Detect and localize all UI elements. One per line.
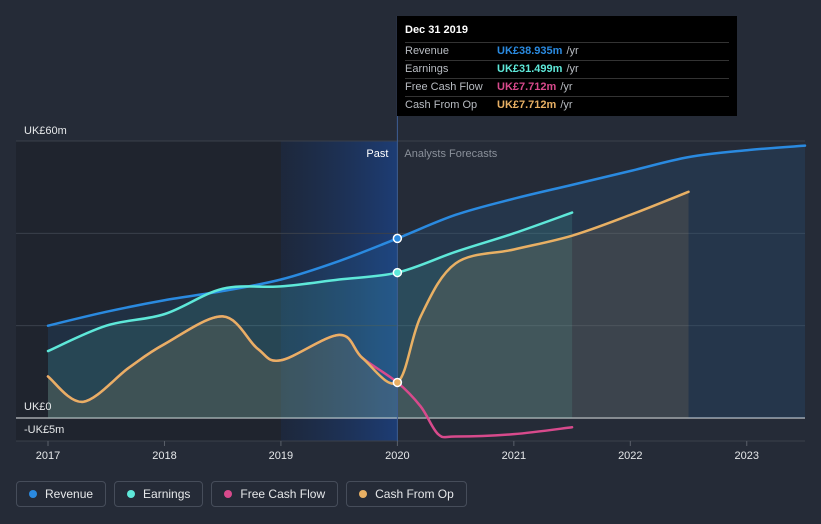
cash-from-op-line	[46, 190, 690, 404]
tooltip-label: Free Cash Flow	[405, 81, 483, 93]
x-tick-label: 2018	[152, 450, 176, 462]
earnings-marker	[392, 267, 403, 278]
tooltip-value: UK£7.712m	[497, 81, 557, 93]
x-tick-label: 2021	[502, 450, 526, 462]
tooltip-label: Cash From Op	[405, 99, 478, 111]
tooltip-date: Dec 31 2019	[405, 24, 468, 36]
revenue-area	[48, 145, 805, 418]
tooltip-value: UK£31.499m	[497, 63, 563, 75]
tooltip-row-free-cash-flow: Free Cash Flow UK£7.712m /yr	[405, 78, 729, 96]
tooltip-label: Revenue	[405, 45, 450, 57]
tooltip-row-earnings: Earnings UK£31.499m /yr	[405, 60, 729, 78]
legend-label: Earnings	[143, 487, 191, 501]
legend-item-earnings[interactable]: Earnings	[114, 481, 204, 507]
y-axis-top-label: UK£60m	[24, 125, 67, 137]
x-tick-label: 2023	[735, 450, 759, 462]
revenue-line	[46, 144, 807, 327]
legend: Revenue Earnings Free Cash Flow Cash Fro…	[16, 481, 467, 507]
x-tick-label: 2022	[618, 450, 642, 462]
past-highlight-band	[280, 141, 398, 441]
y-axis-zero-label: UK£0	[24, 401, 52, 413]
tooltip-unit: /yr	[560, 81, 573, 93]
tooltip-row-cash-from-op: Cash From Op UK£7.712m /yr	[405, 96, 729, 114]
legend-item-revenue[interactable]: Revenue	[16, 481, 107, 507]
legend-label: Revenue	[45, 487, 94, 501]
forecast-label: Analysts Forecasts	[404, 148, 497, 160]
legend-item-cash-from-op[interactable]: Cash From Op	[346, 481, 467, 507]
cash-from-op-area	[48, 191, 689, 418]
tooltip-value: UK£7.712m	[497, 99, 557, 111]
tooltip-unit: /yr	[566, 63, 579, 75]
tooltip-value: UK£38.935m	[497, 45, 563, 57]
past-label: Past	[366, 148, 388, 160]
tooltip-unit: /yr	[560, 99, 573, 111]
revenue-marker	[392, 233, 403, 244]
earnings-area	[48, 212, 573, 418]
cash-from-op-marker	[392, 377, 403, 388]
legend-label: Free Cash Flow	[240, 487, 326, 501]
earnings-line	[46, 211, 574, 353]
x-tick-label: 2017	[36, 450, 60, 462]
y-axis-bottom-label: -UK£5m	[24, 424, 64, 436]
x-tick-label: 2019	[269, 450, 293, 462]
tooltip-row-revenue: Revenue UK£38.935m /yr	[405, 42, 729, 60]
legend-dot-icon	[224, 490, 233, 498]
legend-label: Cash From Op	[375, 487, 454, 501]
legend-item-free-cash-flow[interactable]: Free Cash Flow	[211, 481, 339, 507]
x-tick-label: 2020	[385, 450, 409, 462]
legend-dot-icon	[359, 490, 368, 498]
tooltip-label: Earnings	[405, 63, 449, 75]
legend-dot-icon	[127, 490, 136, 498]
tooltip: Dec 31 2019 Revenue UK£38.935m /yr Earni…	[397, 16, 737, 116]
tooltip-unit: /yr	[566, 45, 579, 57]
legend-dot-icon	[29, 490, 37, 498]
